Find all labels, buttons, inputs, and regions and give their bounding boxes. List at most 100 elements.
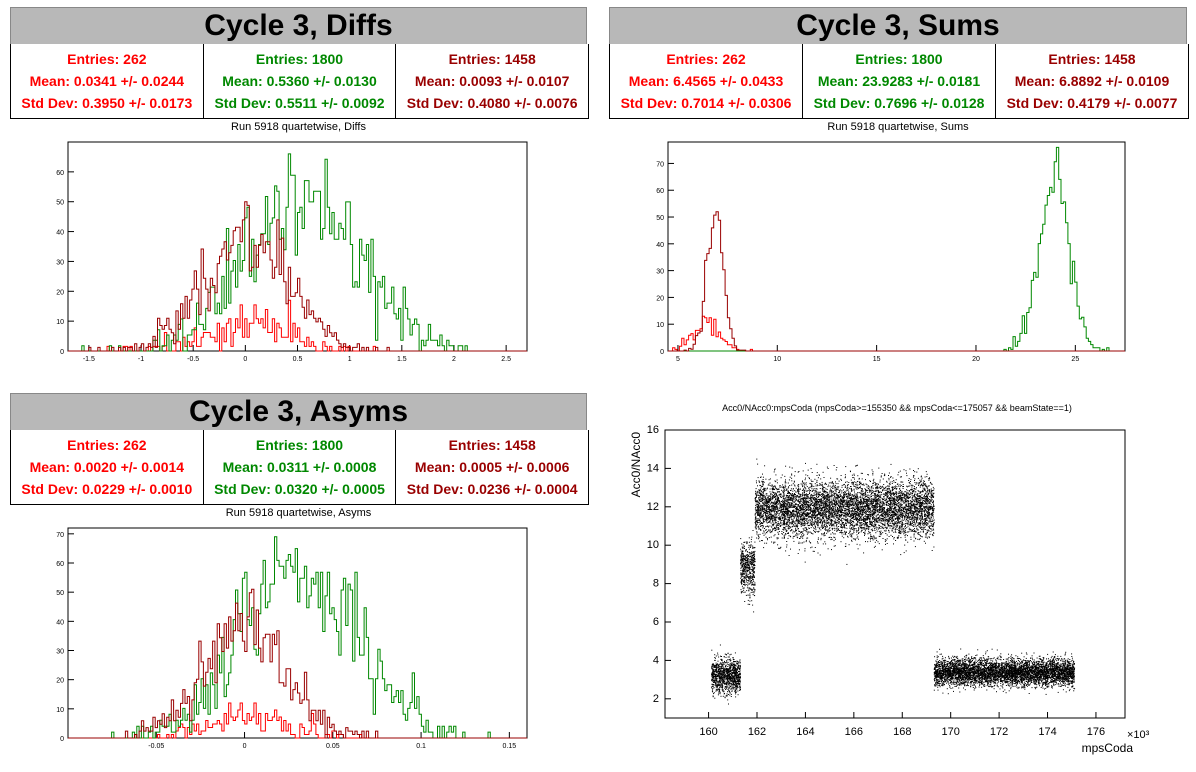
stat-std: Std Dev: 0.4179 +/- 0.0077 xyxy=(1006,95,1178,111)
scatter-point xyxy=(749,563,751,565)
x-tick-label: 0.5 xyxy=(293,356,303,363)
scatter-point xyxy=(920,535,921,537)
scatter-point xyxy=(794,510,796,512)
scatter-point xyxy=(842,503,844,505)
scatter-point xyxy=(905,503,907,505)
scatter-point xyxy=(748,561,750,563)
scatter-point xyxy=(906,486,908,488)
scatter-point xyxy=(762,483,764,485)
scatter-point xyxy=(920,502,922,503)
scatter-point xyxy=(759,523,761,525)
scatter-point xyxy=(930,525,932,527)
scatter-point xyxy=(792,509,794,511)
scatter-point xyxy=(737,668,738,670)
scatter-point xyxy=(873,505,875,507)
scatter-point xyxy=(788,479,790,481)
scatter-point xyxy=(735,678,737,680)
scatter-point xyxy=(727,656,729,658)
scatter-point xyxy=(715,662,717,664)
scatter-point xyxy=(713,664,715,666)
scatter-point xyxy=(859,492,861,494)
scatter-point xyxy=(888,513,890,515)
scatter-point xyxy=(843,492,845,493)
scatter-point xyxy=(743,570,745,572)
scatter-point xyxy=(721,664,723,666)
scatter-point xyxy=(732,666,734,668)
scatter-point xyxy=(814,508,816,510)
scatter-point xyxy=(744,577,746,579)
scatter-point xyxy=(751,536,753,538)
scatter-point xyxy=(748,544,750,546)
scatter-point xyxy=(816,495,818,497)
scatter-point xyxy=(750,569,752,570)
scatter-point xyxy=(804,494,806,496)
scatter-point xyxy=(921,505,923,507)
scatter-point xyxy=(890,498,892,499)
scatter-point xyxy=(826,518,828,520)
scatter-point xyxy=(902,481,904,483)
scatter-point xyxy=(897,474,899,476)
scatter-point xyxy=(753,556,755,558)
scatter-point xyxy=(750,552,752,554)
scatter-point xyxy=(750,581,752,583)
scatter-point xyxy=(853,473,855,475)
scatter-point xyxy=(897,523,899,525)
scatter-point xyxy=(841,502,843,503)
scatter-point xyxy=(748,569,750,571)
scatter-point xyxy=(730,679,732,681)
scatter-point xyxy=(788,510,790,511)
scatter-point xyxy=(776,537,778,539)
scatter-point xyxy=(833,533,835,535)
scatter-point xyxy=(856,483,858,485)
y-tick-label: 40 xyxy=(56,619,64,626)
y-tick-label: 50 xyxy=(656,215,664,222)
scatter-point xyxy=(781,489,783,491)
scatter-point xyxy=(913,504,915,506)
scatter-point xyxy=(797,500,798,502)
scatter-point xyxy=(922,486,924,488)
scatter-point xyxy=(867,499,869,501)
scatter-point xyxy=(723,667,725,669)
scatter-point xyxy=(855,498,857,500)
scatter-point xyxy=(716,668,717,670)
scatter-point xyxy=(770,485,772,487)
scatter-point xyxy=(716,667,718,669)
scatter-point xyxy=(748,581,750,583)
scatter-point xyxy=(728,671,730,673)
scatter-point xyxy=(787,513,788,515)
scatter-point xyxy=(815,528,817,530)
scatter-point xyxy=(723,672,725,674)
scatter-point xyxy=(898,532,900,534)
scatter-point xyxy=(752,575,754,577)
scatter-point xyxy=(803,515,805,517)
stat-mean: Mean: 6.4565 +/- 0.0433 xyxy=(628,73,784,89)
scatter-point xyxy=(866,508,868,510)
scatter-point xyxy=(806,514,807,515)
scatter-point xyxy=(724,696,726,698)
scatter-point xyxy=(731,677,733,679)
scatter-point xyxy=(827,529,829,531)
scatter-point xyxy=(821,484,823,486)
scatter-point xyxy=(923,515,925,517)
scatter-point xyxy=(923,496,925,498)
scatter-point xyxy=(748,577,750,578)
scatter-point xyxy=(850,533,852,535)
scatter-point xyxy=(752,561,754,563)
scatter-point xyxy=(731,676,733,678)
scatter-point xyxy=(720,671,722,673)
scatter-point xyxy=(772,506,774,508)
scatter-point xyxy=(823,491,825,492)
scatter-point xyxy=(807,497,808,499)
scatter-point xyxy=(841,492,843,494)
scatter-point xyxy=(759,515,761,517)
scatter-point xyxy=(757,505,759,507)
scatter-point xyxy=(820,522,821,524)
scatter-point xyxy=(777,537,779,539)
scatter-point xyxy=(790,497,792,499)
scatter-point xyxy=(740,592,742,594)
scatter-point xyxy=(750,578,752,579)
scatter-point xyxy=(874,495,876,497)
scatter-point xyxy=(879,498,881,500)
scatter-point xyxy=(917,477,919,479)
scatter-point xyxy=(759,500,761,502)
